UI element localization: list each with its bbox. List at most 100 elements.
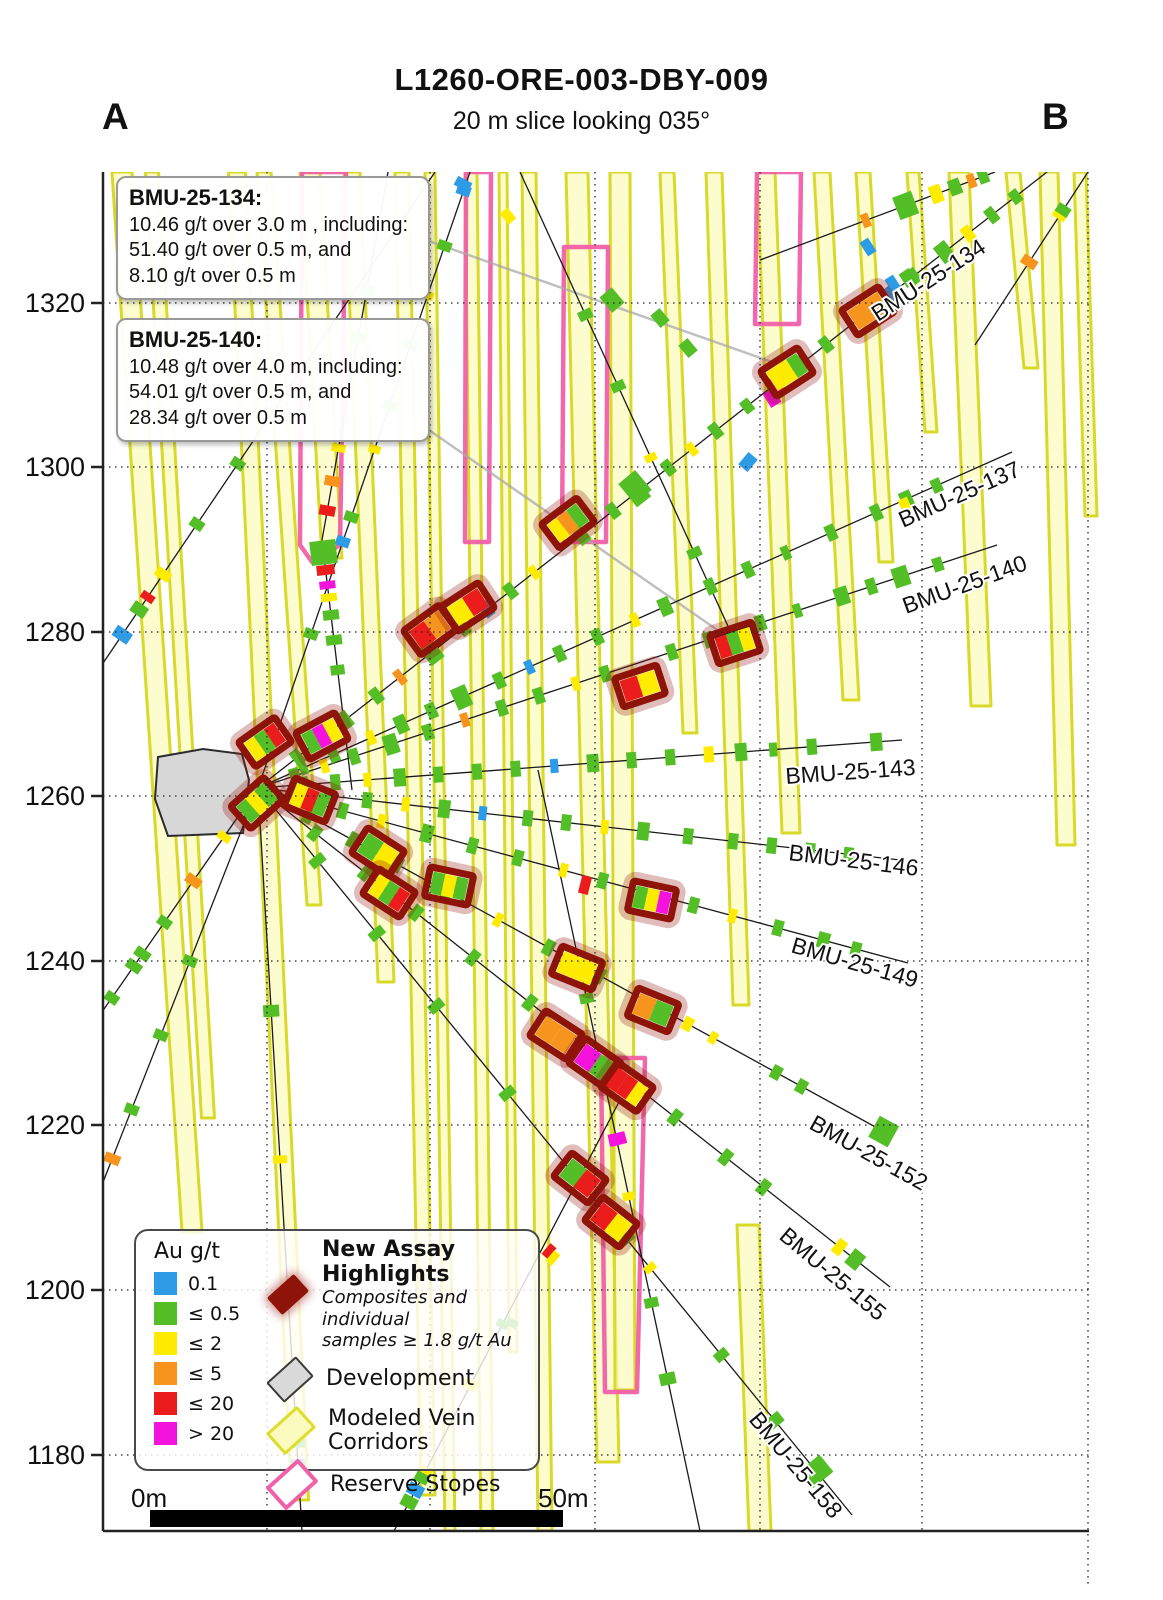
assay-interval-marker — [334, 709, 356, 732]
assay-interval-marker — [215, 829, 233, 845]
assay-interval-marker — [418, 823, 436, 844]
drill-trace — [519, 172, 739, 649]
assay-interval-marker — [884, 274, 902, 294]
assay-interval-marker — [684, 441, 700, 458]
assay-interval-marker — [706, 1030, 720, 1046]
assay-interval-marker — [471, 763, 483, 781]
grade-swatch — [154, 1422, 177, 1445]
assay-highlight-box — [542, 937, 612, 999]
assay-interval-marker — [437, 799, 452, 819]
legend-vein-label: Modeled Vein Corridors — [328, 1405, 476, 1455]
assay-interval-marker — [465, 836, 480, 855]
legend-grade-row: > 20 — [154, 1422, 264, 1445]
assay-interval-marker — [897, 496, 913, 514]
assay-highlight-box — [752, 339, 822, 405]
assay-interval-marker — [890, 564, 912, 589]
assay-interval-marker — [392, 713, 411, 735]
assay-interval-marker — [859, 212, 872, 229]
assay-interval-marker — [183, 872, 203, 890]
assay-interval-marker — [463, 948, 482, 968]
drill-trace — [537, 769, 701, 1531]
assay-interval-marker — [771, 918, 785, 938]
assay-interval-marker — [609, 378, 627, 394]
vein-corridor — [735, 1223, 773, 1531]
assay-interval-marker — [181, 953, 199, 969]
legend-grade-column: Au g/t 0.1 ≤ 0.5 ≤ 2 ≤ 5 ≤ 20 > 20 — [154, 1239, 264, 1452]
assay-interval-marker — [844, 1248, 867, 1271]
assay-interval-marker — [830, 1237, 849, 1257]
grade-label: ≤ 5 — [188, 1362, 223, 1385]
legend-grade-row: ≤ 20 — [154, 1392, 264, 1415]
legend-grade-rows: 0.1 ≤ 0.5 ≤ 2 ≤ 5 ≤ 20 > 20 — [154, 1272, 264, 1445]
vein-corridor — [755, 172, 802, 835]
assay-interval-marker — [1051, 208, 1068, 223]
assay-highlight-box — [343, 819, 413, 885]
assay-interval-marker — [659, 458, 678, 478]
assay-interval-marker — [643, 451, 658, 464]
assay-interval-marker — [864, 577, 879, 596]
callout-line: 51.40 g/t over 0.5 m, and — [129, 239, 352, 262]
assay-interval-marker — [1019, 253, 1039, 271]
elevation-tick-label: 1300 — [25, 452, 85, 482]
grade-label: 0.1 — [188, 1272, 219, 1295]
assay-interval-marker — [734, 742, 748, 762]
assay-interval-marker — [930, 556, 945, 573]
assay-interval-marker — [132, 945, 152, 963]
assay-interval-marker — [642, 1260, 658, 1275]
assay-interval-marker — [932, 239, 957, 265]
assay-interval-marker — [643, 1296, 660, 1310]
assay-interval-marker — [965, 172, 978, 189]
assay-interval-marker — [898, 268, 918, 288]
assay-interval-marker — [946, 177, 964, 197]
callout-bmu-25-134: BMU-25-134: 10.46 g/t over 3.0 m , inclu… — [116, 176, 430, 301]
drill-hole-label-bmu-25-146: BMU-25-146 — [787, 839, 920, 881]
legend-header: Au g/t — [154, 1239, 220, 1264]
assay-interval-marker — [262, 1004, 280, 1018]
callout-line: 10.46 g/t over 3.0 m , including: — [129, 214, 409, 236]
grade-swatch — [154, 1272, 177, 1295]
grade-label: > 20 — [188, 1422, 235, 1445]
assay-interval-marker — [650, 308, 670, 328]
assay-interval-marker — [658, 1371, 677, 1387]
assay-interval-marker — [477, 805, 488, 821]
legend-item-vein-corridors: Modeled Vein Corridors — [264, 1405, 532, 1456]
assay-interval-marker — [510, 760, 522, 778]
assay-interval-marker — [103, 989, 121, 1006]
assay-interval-marker — [1054, 202, 1072, 219]
assay-interval-marker — [823, 523, 839, 542]
section-end-label-b: B — [1042, 96, 1069, 137]
vein-corridor — [1072, 172, 1099, 518]
drill-hole-label-bmu-25-152: BMU-25-152 — [806, 1110, 933, 1196]
assay-highlight-box — [618, 979, 688, 1041]
assay-interval-marker — [432, 766, 444, 783]
assay-interval-marker — [318, 580, 336, 590]
assay-interval-marker — [405, 1481, 426, 1500]
assay-interval-marker — [545, 1250, 561, 1266]
grade-label: ≤ 20 — [188, 1392, 235, 1415]
assay-interval-marker — [685, 545, 703, 561]
assay-highlight-box — [545, 1144, 615, 1212]
assay-interval-marker — [499, 207, 517, 225]
assay-interval-marker — [817, 335, 835, 354]
assay-interval-marker — [815, 930, 832, 950]
assay-interval-marker — [436, 238, 453, 253]
vein-corridor — [854, 172, 895, 564]
assay-interval-marker — [399, 1493, 420, 1512]
assay-interval-marker — [560, 814, 573, 832]
assay-interval-marker — [498, 1084, 517, 1103]
assay-interval-marker — [323, 474, 342, 488]
assay-interval-marker — [325, 634, 343, 646]
assay-interval-marker — [413, 1470, 431, 1486]
assay-interval-marker — [491, 911, 506, 928]
vein-corridor — [1038, 172, 1077, 847]
assay-highlights-layer — [222, 278, 903, 1256]
vein-corridor — [463, 172, 495, 1531]
assay-interval-marker — [791, 602, 804, 619]
assay-interval-marker — [344, 830, 362, 850]
page-subtitle: 20 m slice looking 035° — [452, 107, 711, 135]
assay-interval-marker — [361, 791, 374, 809]
grade-swatch — [154, 1302, 177, 1325]
assay-interval-marker — [367, 686, 386, 705]
legend-grade-row: ≤ 0.5 — [154, 1302, 264, 1325]
